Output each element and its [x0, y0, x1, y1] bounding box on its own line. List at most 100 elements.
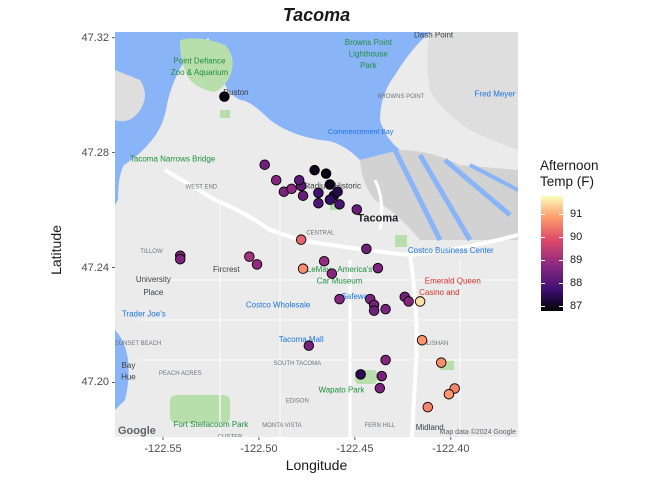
y-tick-label: 47.28 — [81, 146, 109, 159]
y-tick-label: 47.24 — [81, 261, 109, 274]
map-label: Costco Business Center — [408, 246, 494, 255]
temperature-point[interactable] — [313, 187, 324, 199]
temperature-point[interactable] — [295, 234, 307, 245]
hylebos-waterway — [469, 163, 518, 192]
map-label: TILLOW — [140, 249, 163, 255]
legend-tick-label: 90 — [570, 231, 583, 244]
ne-shore-land — [427, 32, 518, 150]
temperature-point[interactable] — [374, 382, 386, 394]
temperature-point[interactable] — [297, 190, 309, 201]
temperature-point[interactable] — [332, 186, 343, 197]
temperature-point[interactable] — [270, 174, 282, 186]
temperature-point[interactable] — [174, 253, 186, 265]
y-axis-title: Latitude — [48, 225, 64, 275]
park-2 — [395, 235, 407, 247]
map-label: SUNSET BEACH — [115, 341, 162, 347]
temperature-point[interactable] — [376, 370, 387, 382]
map-label: Bay — [122, 361, 136, 370]
point-defiance-land — [180, 38, 233, 92]
legend-tick-mark — [559, 283, 563, 285]
map-label: FERN HILL — [364, 423, 395, 429]
map-label: Tacoma — [358, 213, 400, 225]
map-label: CENTRAL — [306, 231, 335, 237]
map-label: WEST END — [186, 185, 218, 191]
map-label: SOUTH TACOMA — [273, 361, 321, 367]
temperature-point[interactable] — [372, 262, 384, 274]
gig-harbor-land — [115, 70, 145, 122]
temperature-point[interactable] — [361, 243, 372, 255]
tacoma-narrows-water — [115, 32, 215, 205]
plot-title: Tacoma — [282, 5, 351, 25]
map-label: Tacoma Narrows Bridge — [130, 154, 216, 163]
temperature-point[interactable] — [251, 259, 263, 270]
google-attribution-right: Map data ©2024 Google — [440, 428, 516, 436]
legend-tick-mark — [541, 283, 545, 285]
temperature-point[interactable] — [293, 174, 305, 186]
temperature-point[interactable] — [351, 204, 363, 215]
temperature-point[interactable] — [313, 197, 324, 209]
temperature-point[interactable] — [309, 164, 320, 176]
temperature-point[interactable] — [324, 194, 336, 205]
legend-tick-label: 87 — [570, 300, 583, 313]
y-tick-label: 47.20 — [81, 376, 109, 389]
waterway-1 — [392, 148, 443, 242]
temperature-point[interactable] — [334, 293, 345, 305]
temperature-point[interactable] — [380, 303, 391, 315]
map-label: Car Museum — [317, 276, 363, 285]
temperature-point[interactable] — [320, 168, 332, 179]
temperature-point[interactable] — [324, 179, 336, 190]
x-tick-label: -122.55 — [144, 443, 182, 455]
map-label: MONTA VISTA — [262, 423, 301, 429]
highway-16 — [163, 168, 301, 242]
temperature-point[interactable] — [380, 354, 391, 366]
map-label: Casino and — [419, 288, 459, 297]
temperature-point[interactable] — [422, 401, 434, 413]
temperature-point[interactable] — [318, 255, 330, 267]
legend-title-line1: Afternoon — [540, 158, 599, 173]
temperature-point[interactable] — [286, 183, 297, 195]
legend-tick-mark — [541, 306, 545, 308]
temperature-point[interactable] — [244, 251, 255, 262]
temperature-point[interactable] — [219, 91, 230, 102]
map-label: Place — [143, 288, 164, 297]
temperature-point[interactable] — [368, 305, 380, 316]
temperature-point[interactable] — [303, 340, 315, 351]
axis-ticks — [112, 37, 452, 440]
waterway-2 — [417, 153, 473, 242]
legend-tick-mark — [559, 214, 563, 216]
temperature-point[interactable] — [403, 296, 414, 307]
commencement-bay-water — [205, 32, 430, 160]
map-label: Wapato Park — [318, 385, 365, 394]
map-label: Hue — [121, 373, 136, 382]
temperature-point[interactable] — [355, 369, 366, 380]
map-label: Tacoma Mall — [279, 335, 324, 344]
y-tick-label: 47.32 — [81, 31, 109, 44]
map-label: Browns Point — [345, 38, 393, 47]
temperature-point[interactable] — [435, 357, 447, 368]
legend-title-line2: Temp (F) — [540, 174, 594, 189]
tideflats — [360, 150, 518, 240]
map-label: Emerald Queen — [425, 276, 481, 285]
temperature-point[interactable] — [443, 388, 455, 400]
map-label: University — [136, 275, 171, 284]
google-attribution-left: Google — [118, 425, 156, 437]
waterway-3 — [443, 158, 512, 217]
map-label: Fred Meyer — [475, 90, 516, 99]
temperature-point[interactable] — [297, 263, 309, 274]
basemap: Point Defiance Zoo & Aquarium Browns Point… — [115, 31, 518, 437]
x-tick-label: -122.40 — [432, 443, 470, 455]
temperature-point[interactable] — [416, 334, 428, 346]
temperature-point[interactable] — [259, 159, 270, 170]
temperature-point[interactable] — [326, 268, 338, 279]
legend-tick-mark — [541, 237, 545, 239]
map-label: Park — [360, 61, 377, 70]
map-label: PEACH ACRES — [159, 371, 202, 377]
temperature-point[interactable] — [334, 199, 345, 210]
map-label: Point Defiance — [173, 57, 226, 66]
x-tick-label: -122.50 — [240, 443, 278, 455]
legend-tick-label: 91 — [570, 208, 583, 221]
legend-colorbar — [541, 196, 563, 311]
map-label: Dash Point — [414, 31, 454, 40]
temperature-point[interactable] — [414, 296, 426, 307]
